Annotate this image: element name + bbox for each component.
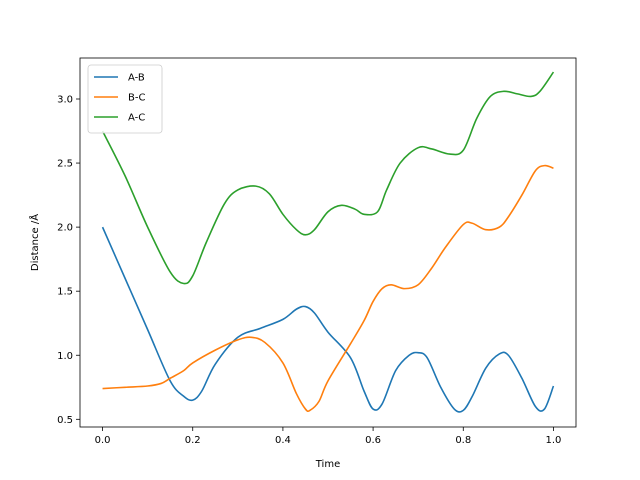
x-axis-label: Time bbox=[315, 459, 340, 470]
series-line-a-b bbox=[101, 226, 555, 413]
y-tick-label: 2.5 bbox=[57, 159, 73, 170]
legend-label: B-C bbox=[128, 93, 145, 104]
legend: A-B B-C A-C bbox=[87, 64, 163, 134]
legend-label: A-C bbox=[128, 113, 145, 124]
plot-lines bbox=[101, 71, 555, 413]
x-tick-label: 0.8 bbox=[455, 435, 471, 446]
x-tick-label: 0.0 bbox=[95, 435, 111, 446]
y-axis-label: Distance /Å bbox=[28, 214, 41, 271]
y-tick-label: 1.0 bbox=[57, 351, 73, 362]
series-line-a-c bbox=[101, 71, 555, 285]
legend-box bbox=[87, 64, 163, 134]
axes-frame bbox=[79, 57, 577, 428]
x-tick-label: 0.4 bbox=[275, 435, 291, 446]
x-tick-label: 1.0 bbox=[546, 435, 562, 446]
y-tick-label: 3.0 bbox=[57, 95, 73, 106]
x-tick-label: 0.6 bbox=[365, 435, 381, 446]
legend-label: A-B bbox=[128, 73, 145, 84]
y-axis: 0.5 1.0 1.5 2.0 2.5 3.0 bbox=[57, 95, 80, 426]
y-tick-label: 1.5 bbox=[57, 287, 73, 298]
y-tick-label: 0.5 bbox=[57, 415, 73, 426]
y-tick-label: 2.0 bbox=[57, 223, 73, 234]
x-tick-label: 0.2 bbox=[185, 435, 201, 446]
series-line-b-c bbox=[102, 164, 554, 413]
x-axis: 0.0 0.2 0.4 0.6 0.8 1.0 bbox=[95, 427, 562, 446]
